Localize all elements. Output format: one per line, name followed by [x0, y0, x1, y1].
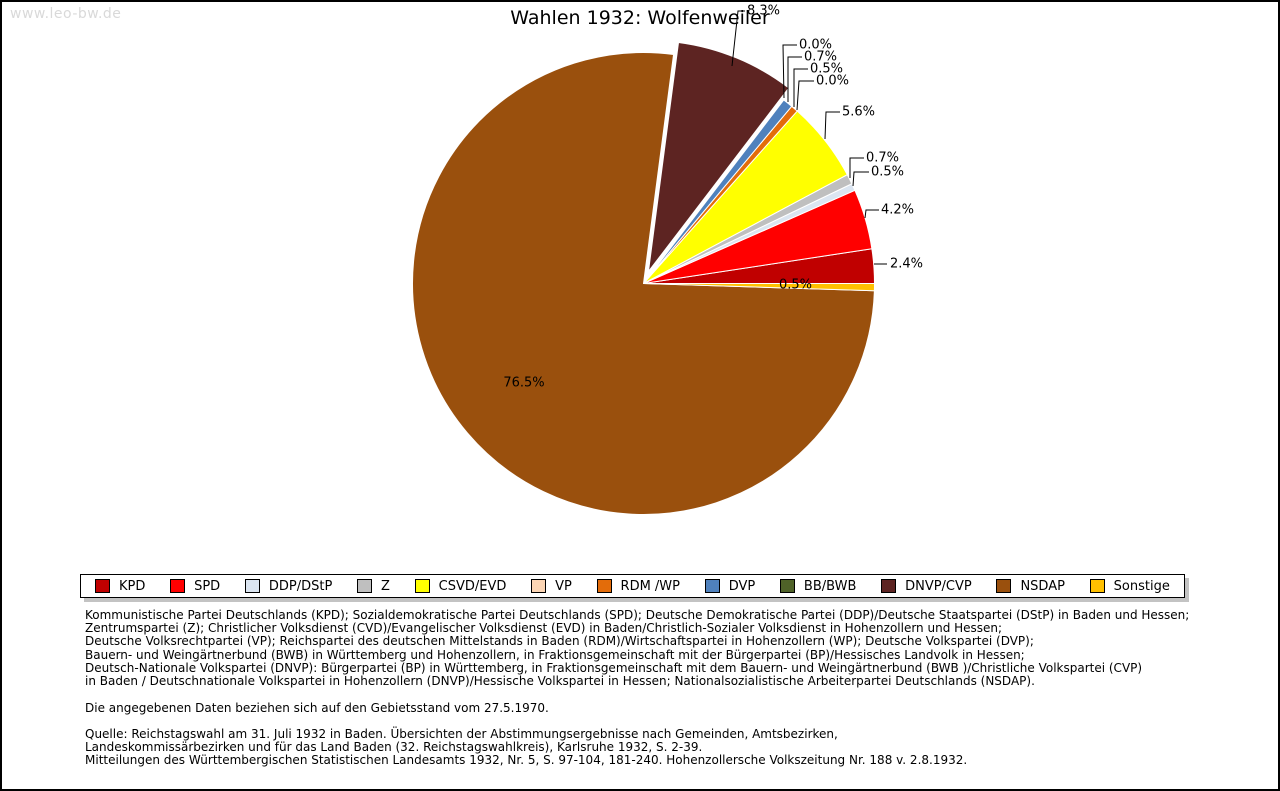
pie-percentage-label: 76.5%: [503, 376, 544, 391]
pie-percentage-label: 0.5%: [871, 165, 904, 180]
legend-swatch: [704, 579, 720, 593]
note-line: in Baden / Deutschnationale Volkspartei …: [85, 674, 1035, 689]
legend-label: CSVD/EVD: [438, 578, 507, 594]
label-leader-line: [731, 10, 745, 67]
label-leader-line: [864, 209, 879, 219]
legend-item-bb-bwb: BB/BWB: [779, 578, 857, 594]
legend-swatch: [1089, 579, 1105, 593]
legend-swatch: [779, 579, 795, 593]
note-line: Kommunistische Partei Deutschlands (KPD)…: [85, 608, 1190, 622]
label-leader-line: [824, 111, 840, 140]
legend-label: VP: [555, 578, 572, 594]
note-line: Landeskommissärbezirken und für das Land…: [85, 740, 703, 755]
label-leader-line: [796, 80, 814, 111]
legend-item-dvp: DVP: [704, 578, 756, 594]
pie-percentage-label: 0.7%: [866, 151, 899, 166]
legend-label: BB/BWB: [803, 578, 857, 594]
note-line: Deutsche Volksrechtpartei (VP); Reichspa…: [85, 634, 1034, 649]
pie-chart: 8.3%0.0%0.7%0.5%0.0%5.6%0.7%0.5%4.2%2.4%…: [412, 4, 923, 515]
legend-label: Sonstige: [1113, 578, 1170, 594]
pie-percentage-label: 0.7%: [804, 50, 837, 65]
legend-item-rdm-wp: RDM /WP: [596, 578, 680, 594]
pie-percentage-label: 5.6%: [842, 105, 875, 120]
legend-item-spd: SPD: [170, 579, 220, 594]
label-leader-line: [852, 171, 869, 187]
pie-percentage-label: 0.5%: [810, 62, 843, 77]
legend-swatch: [531, 579, 547, 593]
legend-label: SPD: [194, 578, 221, 594]
pie-percentage-label: 4.2%: [881, 203, 914, 218]
chart-title: Wahlen 1932: Wolfenweiler: [510, 7, 770, 29]
legend-swatch: [244, 579, 260, 593]
legend-item-kpd: KPD: [95, 579, 145, 594]
label-leader-line: [787, 56, 802, 102]
legend-swatch: [95, 579, 110, 593]
legend-item-dnvp-cvp: DNVP/CVP: [881, 579, 972, 594]
gebietsstand-note: Die angegebenen Daten beziehen sich auf …: [85, 701, 549, 715]
note-line: Zentrumspartei (Z); Christlicher Volksdi…: [85, 621, 1003, 636]
pie-slice-dvp: [643, 99, 793, 284]
legend-swatch: [996, 579, 1012, 593]
legend-label: DNVP/CVP: [905, 578, 972, 594]
legend-label: NSDAP: [1020, 578, 1065, 594]
note-line: Mitteilungen des Württembergischen Stati…: [85, 753, 968, 768]
pie-percentage-label: 0.0%: [816, 74, 849, 89]
legend-swatch: [170, 579, 186, 593]
legend-swatch: [414, 579, 430, 593]
pie-slice-dnvp-cvp: [647, 41, 790, 272]
pie-percentage-label: 0.0%: [799, 38, 832, 53]
legend-swatch: [596, 579, 612, 593]
legend-item-sonstige: Sonstige: [1089, 578, 1170, 594]
legend-swatch: [357, 579, 373, 593]
legend-item-ddp-dstp: DDP/DStP: [244, 578, 333, 594]
note-line: Deutsch-Nationale Volkspartei (DNVP): Bü…: [85, 660, 1143, 675]
legend-label: Z: [381, 578, 390, 594]
note-line: Bauern- und Weingärtnerbund (BWB) in Wür…: [85, 647, 1025, 662]
label-leader-line: [793, 68, 808, 107]
legend-swatch: [881, 579, 897, 593]
label-leader-line: [782, 44, 797, 99]
pie-percentage-label: 0.5%: [779, 278, 812, 293]
pie-slice-sonstige: [643, 283, 876, 292]
source-note: Quelle: Reichstagswahl am 31. Juli 1932 …: [85, 727, 968, 768]
pie-percentage-label: 2.4%: [890, 257, 923, 272]
legend-item-nsdap: NSDAP: [996, 579, 1065, 594]
legend-label: KPD: [119, 578, 146, 594]
legend-item-vp: VP: [531, 579, 572, 594]
legend-label: DVP: [728, 578, 756, 594]
note-line: Quelle: Reichstagswahl am 31. Juli 1932 …: [85, 727, 838, 741]
party-abbreviations-note: Kommunistische Partei Deutschlands (KPD)…: [85, 608, 1190, 689]
legend: KPD SPD DDP/DStP Z CSVD/EVD VP RDM /WP DVP BB/BW…: [80, 574, 1185, 598]
watermark: www.leo-bw.de: [10, 6, 122, 22]
pie-percentage-label: 8.3%: [747, 4, 780, 19]
legend-item-csvd-evd: CSVD/EVD: [414, 578, 507, 594]
legend-label: RDM /WP: [620, 578, 680, 594]
legend-item-z: Z: [357, 579, 390, 594]
legend-label: DDP/DStP: [268, 578, 333, 594]
label-leader-line: [849, 157, 864, 178]
